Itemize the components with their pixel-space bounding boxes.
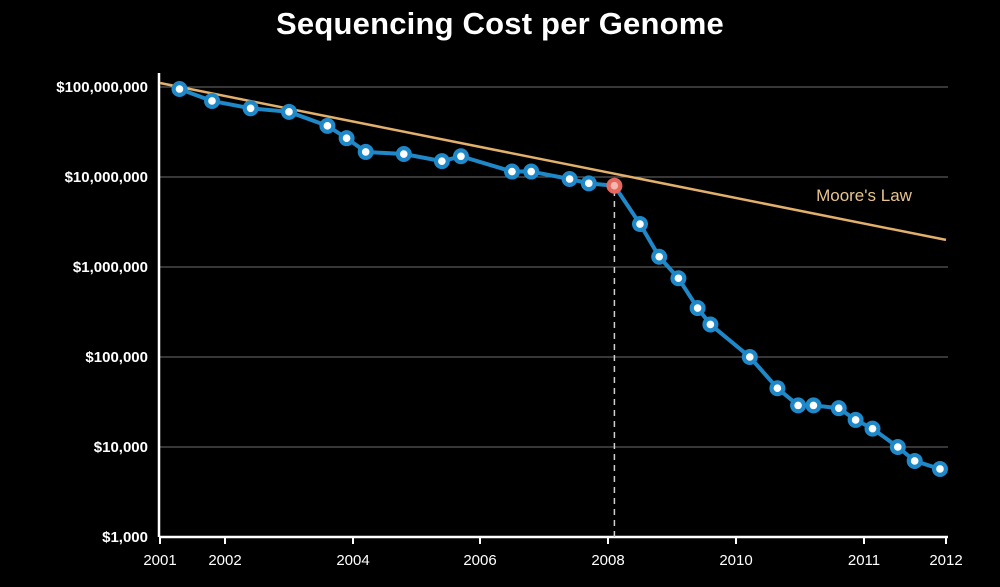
data-point-8 — [438, 157, 446, 165]
data-point-24 — [834, 404, 843, 412]
data-point-27 — [894, 443, 902, 451]
data-point-2 — [246, 104, 255, 113]
data-point-21 — [773, 384, 782, 393]
data-point-4 — [323, 122, 332, 130]
data-point-16 — [655, 252, 663, 261]
data-point-3 — [285, 108, 293, 116]
data-point-0 — [175, 85, 184, 93]
data-point-19 — [706, 320, 715, 329]
highlight-point — [610, 181, 619, 190]
data-point-13 — [585, 179, 593, 188]
x-tick-label-7: 2012 — [929, 552, 962, 569]
data-point-28 — [910, 457, 919, 465]
x-tick-label-3: 2006 — [463, 552, 496, 569]
moores-law-line — [159, 81, 947, 242]
data-point-11 — [527, 167, 535, 176]
data-point-7 — [400, 150, 408, 158]
data-point-17 — [674, 274, 683, 283]
x-axis-ticks: 2001 2002 2004 2006 2008 2010 2011 2012 — [143, 537, 963, 569]
y-axis-ticks: $100,000,000 $10,000,000 $1,000,000 $100,00… — [56, 79, 148, 546]
y-tick-label-5: $1,000 — [102, 529, 148, 546]
gridlines — [159, 86, 948, 448]
data-point-1 — [208, 97, 216, 105]
data-point-6 — [361, 148, 370, 156]
y-tick-label-1: $10,000,000 — [65, 169, 148, 186]
moores-law-label: Moore's Law — [816, 186, 913, 205]
data-point-22 — [794, 401, 802, 410]
data-point-29 — [936, 465, 944, 473]
data-point-10 — [508, 167, 516, 176]
x-tick-label-5: 2010 — [719, 552, 752, 569]
series-layer — [159, 81, 948, 477]
y-tick-label-0: $100,000,000 — [56, 79, 148, 96]
y-tick-label-4: $10,000 — [94, 439, 148, 456]
data-point-18 — [693, 304, 702, 312]
data-point-26 — [868, 424, 877, 433]
y-tick-label-2: $1,000,000 — [73, 259, 148, 276]
chart-title: Sequencing Cost per Genome — [276, 6, 724, 41]
data-point-23 — [809, 401, 818, 410]
data-point-12 — [565, 175, 574, 183]
x-tick-label-4: 2008 — [591, 552, 624, 569]
annotations: Moore's Law — [613, 185, 913, 537]
y-tick-label-3: $100,000 — [85, 349, 148, 366]
data-point-25 — [851, 416, 860, 424]
cost-series-line — [178, 87, 941, 471]
data-point-5 — [342, 134, 351, 142]
axes — [157, 73, 948, 539]
x-tick-label-1: 2002 — [208, 552, 241, 569]
data-point-20 — [746, 353, 754, 361]
x-tick-label-0: 2001 — [143, 552, 176, 569]
data-point-15 — [636, 220, 644, 228]
data-point-9 — [457, 152, 465, 161]
x-tick-label-2: 2004 — [336, 552, 369, 569]
x-tick-label-6: 2011 — [848, 552, 880, 569]
